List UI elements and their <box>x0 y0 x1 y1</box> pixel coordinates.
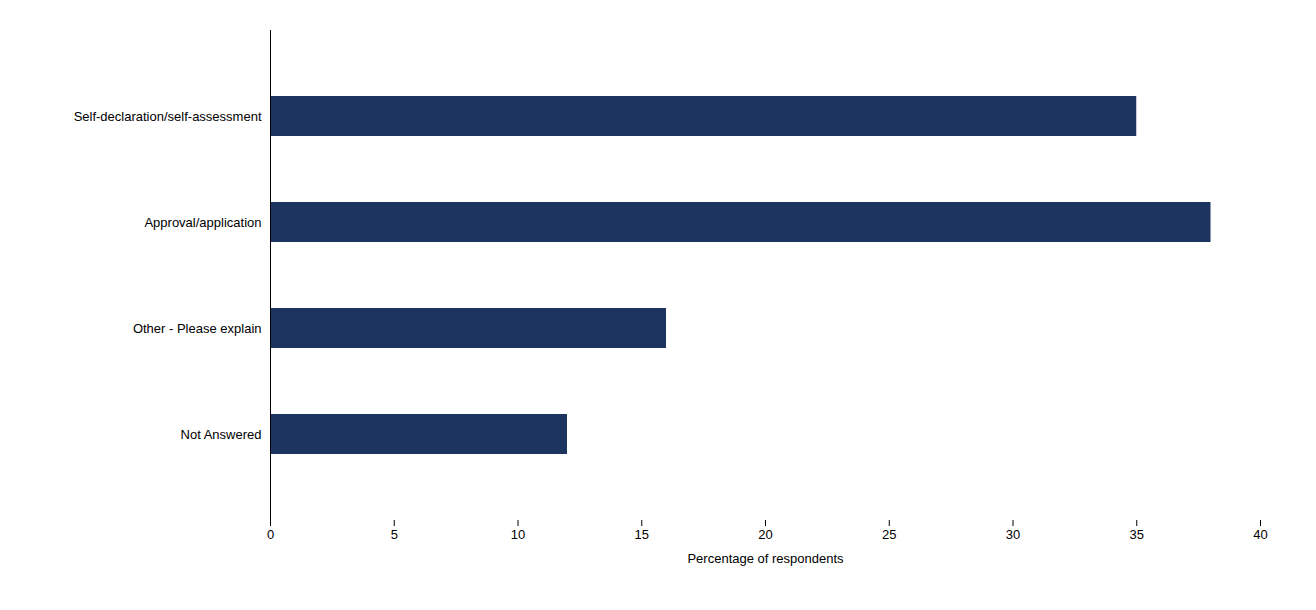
svg-text:Self-declaration/self-assessme: Self-declaration/self-assessment <box>74 109 262 124</box>
svg-text:0: 0 <box>267 527 274 542</box>
svg-text:35: 35 <box>1130 527 1144 542</box>
svg-text:15: 15 <box>635 527 649 542</box>
svg-text:20: 20 <box>758 527 772 542</box>
svg-text:40: 40 <box>1253 527 1267 542</box>
svg-text:10: 10 <box>511 527 525 542</box>
svg-text:Other - Please explain: Other - Please explain <box>133 321 262 336</box>
svg-text:25: 25 <box>882 527 896 542</box>
svg-text:30: 30 <box>1006 527 1020 542</box>
svg-text:5: 5 <box>391 527 398 542</box>
svg-text:Not Answered: Not Answered <box>181 427 262 442</box>
svg-text:Percentage of respondents: Percentage of respondents <box>687 551 844 566</box>
svg-text:Approval/application: Approval/application <box>144 215 261 230</box>
